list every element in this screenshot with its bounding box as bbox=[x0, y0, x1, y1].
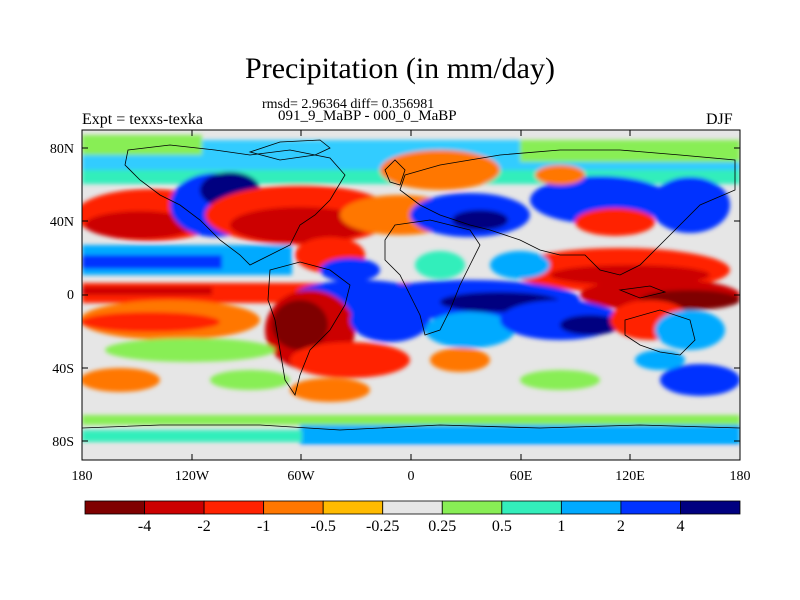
lat-tick-label: 40N bbox=[50, 215, 74, 230]
lat-tick-label: 0 bbox=[67, 288, 74, 303]
colorbar-label: 4 bbox=[676, 518, 685, 535]
coastlines bbox=[82, 139, 740, 431]
lat-tick-label: 40S bbox=[52, 362, 74, 377]
colorbar-label: 0.5 bbox=[491, 518, 512, 535]
lat-tick-label: 80S bbox=[52, 435, 74, 450]
page-title: Precipitation (in mm/day) bbox=[245, 52, 555, 85]
colorbar-label: -4 bbox=[137, 518, 152, 535]
colorbar-swatch bbox=[560, 500, 622, 515]
colorbar-swatch bbox=[680, 500, 741, 515]
expt-label: Expt = texxs-texka bbox=[82, 111, 203, 128]
colorbar-swatch bbox=[263, 500, 324, 515]
colorbar-label: -2 bbox=[197, 518, 211, 535]
lon-tick-label: 120E bbox=[615, 469, 645, 484]
colorbar-label: -1 bbox=[256, 518, 271, 535]
colorbar-label: 1 bbox=[557, 518, 566, 535]
colorbar-swatch bbox=[84, 500, 145, 515]
colorbar-swatch bbox=[322, 500, 384, 515]
colorbar-label: -0.5 bbox=[310, 518, 336, 535]
lon-tick-label: 60W bbox=[287, 469, 315, 484]
stats-line: rmsd= 2.96364 diff= 0.356981 bbox=[262, 97, 435, 112]
lon-tick-label: 120W bbox=[175, 469, 210, 484]
colorbar-swatch bbox=[620, 500, 681, 515]
lon-tick-label: 0 bbox=[408, 469, 415, 484]
axis-ticks bbox=[81, 130, 741, 460]
lon-tick-label: 180 bbox=[730, 469, 751, 484]
colorbar-label: 2 bbox=[616, 518, 625, 535]
precipitation-field bbox=[82, 130, 740, 460]
colorbar-swatch bbox=[203, 500, 265, 515]
lat-tick-label: 80N bbox=[50, 142, 74, 157]
season-label: DJF bbox=[706, 111, 733, 128]
lon-tick-label: 180 bbox=[72, 469, 93, 484]
colorbar-swatch bbox=[382, 500, 443, 515]
colorbar-label: -0.25 bbox=[366, 518, 400, 535]
colorbar-label: 0.25 bbox=[428, 518, 457, 535]
colorbar bbox=[84, 500, 741, 515]
lon-tick-label: 60E bbox=[510, 469, 533, 484]
colorbar-swatch bbox=[501, 500, 562, 515]
colorbar-swatch bbox=[441, 500, 503, 515]
colorbar-swatch bbox=[144, 500, 205, 515]
cases-line: 091_9_MaBP - 000_0_MaBP bbox=[278, 108, 457, 124]
